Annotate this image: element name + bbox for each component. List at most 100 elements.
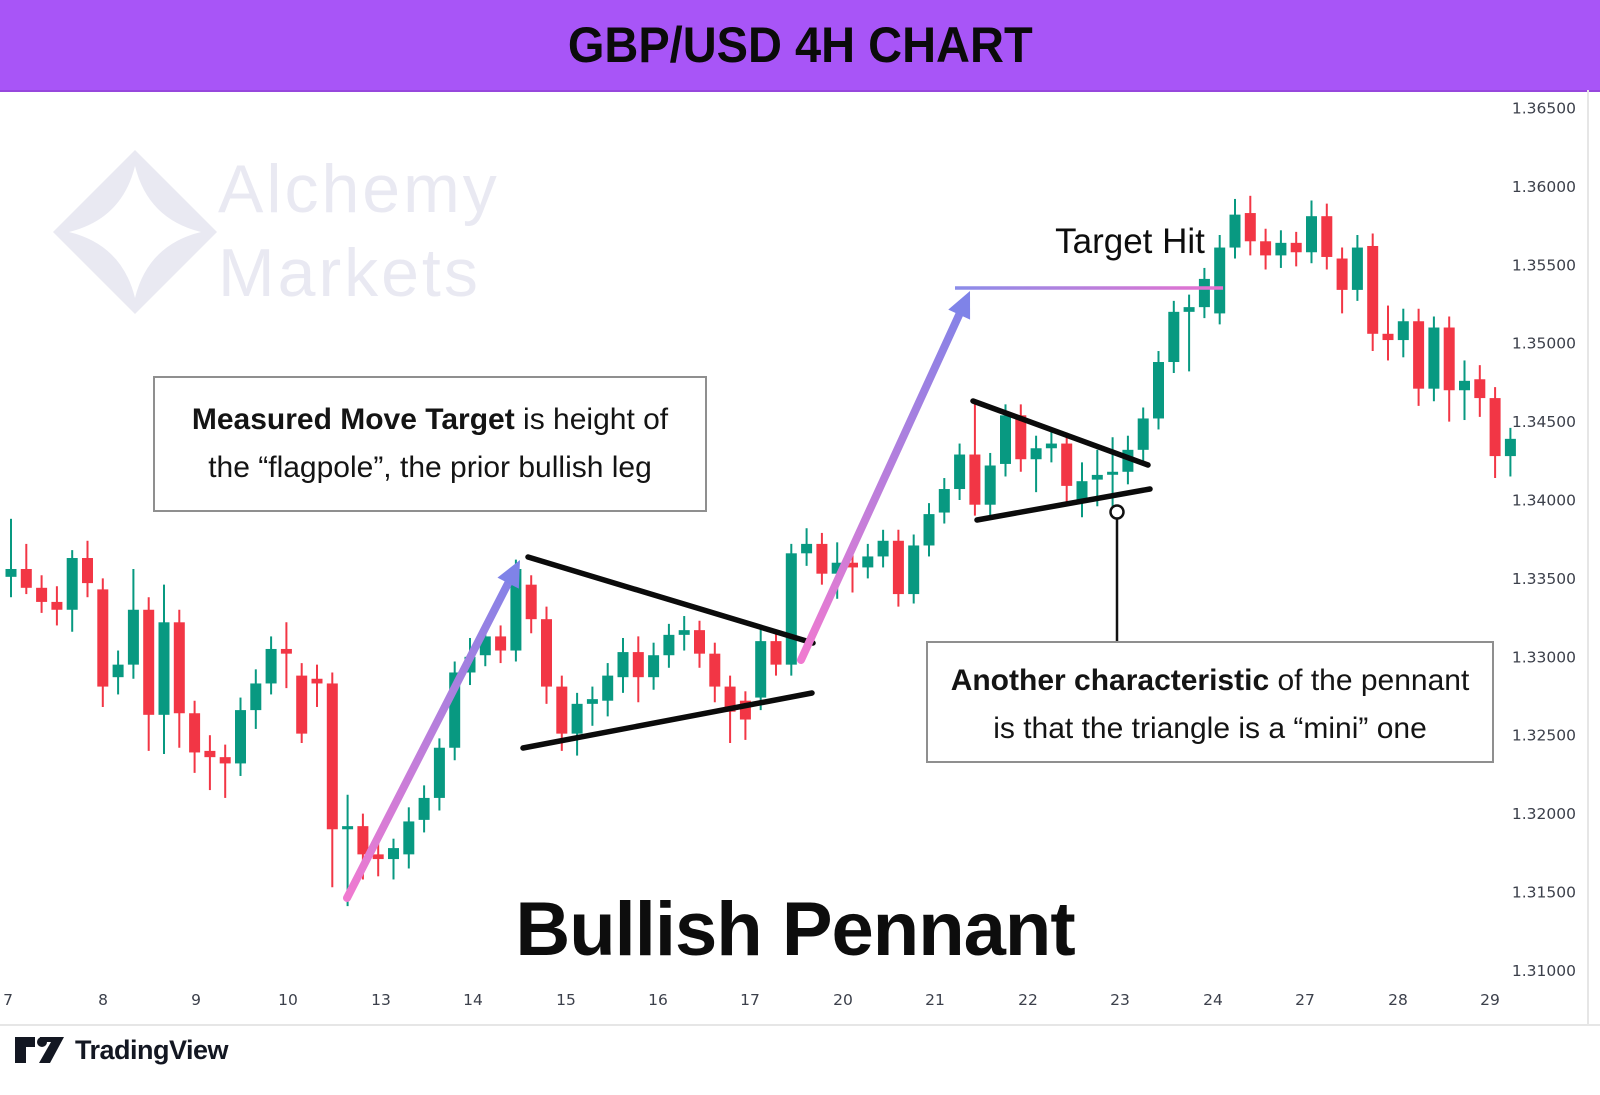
note-line: is that the triangle is a “mini” one xyxy=(993,712,1427,745)
time-axis-label: 8 xyxy=(98,991,108,1009)
candle xyxy=(709,653,721,687)
candle xyxy=(556,686,568,734)
candle xyxy=(280,648,292,654)
time-axis-label: 28 xyxy=(1388,991,1408,1009)
candle xyxy=(1306,216,1317,253)
candle xyxy=(586,699,598,704)
candle xyxy=(1000,415,1011,464)
candle xyxy=(571,703,583,734)
target-hit-label: Target Hit xyxy=(1055,222,1205,261)
pennant2-upper-trendline xyxy=(970,398,1151,468)
time-axis-label: 27 xyxy=(1295,991,1315,1009)
candle xyxy=(1321,216,1333,257)
candle xyxy=(388,848,399,860)
candle xyxy=(5,568,17,577)
note-bold-text: Another characteristic xyxy=(950,664,1270,697)
flagpole2-arrow xyxy=(797,297,970,664)
candle xyxy=(1367,245,1379,334)
arrows-layer xyxy=(343,291,971,902)
candle xyxy=(173,622,185,714)
price-axis-label: 1.32500 xyxy=(1512,727,1576,745)
time-axis-label: 21 xyxy=(925,991,945,1009)
price-axis-label: 1.34000 xyxy=(1512,492,1576,510)
candle xyxy=(938,489,950,513)
candle xyxy=(418,797,430,820)
candle xyxy=(770,641,782,665)
candle xyxy=(51,601,63,610)
pattern-title: Bullish Pennant xyxy=(515,887,1075,972)
candle xyxy=(296,675,308,734)
candle xyxy=(969,454,981,505)
mini-triangle-note: Another characteristic of the pennant is… xyxy=(926,641,1494,763)
chart-title: GBP/USD 4H CHART xyxy=(567,17,1033,73)
price-axis-label: 1.33000 xyxy=(1512,648,1576,666)
price-axis-label: 1.34500 xyxy=(1512,413,1576,431)
watermark: Alchemy Markets xyxy=(53,150,497,314)
candle xyxy=(1489,398,1501,457)
time-axis-label: 23 xyxy=(1110,991,1130,1009)
candle xyxy=(20,568,32,588)
candle xyxy=(449,672,461,748)
candle xyxy=(785,553,797,665)
tradingview-brand: TradingView xyxy=(75,1034,229,1065)
candle xyxy=(1030,448,1042,460)
time-axis: 7 8 9 10 13 14 15 16 17 20 21 22 23 24 27 28 29 xyxy=(3,991,1500,1009)
note-line: the “flagpole”, the prior bullish leg xyxy=(208,451,652,484)
time-axis-label: 17 xyxy=(740,991,760,1009)
candle xyxy=(617,652,629,678)
candle xyxy=(1137,418,1149,450)
candle xyxy=(66,558,78,610)
candle xyxy=(892,540,904,595)
time-axis-label: 16 xyxy=(648,991,668,1009)
candle xyxy=(1091,474,1103,480)
candle xyxy=(219,757,231,764)
note-text: of the pennant xyxy=(1269,664,1470,697)
candle xyxy=(36,587,48,602)
flagpole1-arrow-head xyxy=(497,560,520,589)
candle xyxy=(433,747,445,798)
candle xyxy=(127,609,139,665)
candle xyxy=(847,562,858,568)
candle xyxy=(984,465,996,505)
candle xyxy=(694,630,705,654)
candle xyxy=(648,655,660,678)
header-banner: GBP/USD 4H CHART xyxy=(0,0,1600,92)
note-marker-circle xyxy=(1109,504,1125,520)
candle xyxy=(1474,379,1486,399)
candle xyxy=(1459,380,1470,391)
candle xyxy=(1290,242,1302,253)
candle xyxy=(1504,438,1516,457)
price-axis-label: 1.31000 xyxy=(1512,962,1576,980)
candle xyxy=(739,700,751,720)
time-axis-label: 29 xyxy=(1480,991,1500,1009)
note-text: is height of xyxy=(514,403,669,436)
time-axis-label: 13 xyxy=(371,991,391,1009)
candle xyxy=(923,514,935,546)
time-axis-label: 20 xyxy=(833,991,853,1009)
flagpole1-arrow xyxy=(343,566,519,902)
candle xyxy=(862,556,874,568)
candle xyxy=(1229,214,1241,248)
time-axis-label: 24 xyxy=(1203,991,1223,1009)
price-axis-label: 1.35000 xyxy=(1512,335,1576,353)
candle xyxy=(1275,242,1287,256)
candle xyxy=(143,609,155,715)
candle xyxy=(1122,449,1134,472)
candle xyxy=(678,630,690,635)
candle xyxy=(525,584,537,620)
trendlines-layer xyxy=(520,398,1153,751)
candle xyxy=(1260,241,1272,256)
candle xyxy=(816,543,828,574)
candle xyxy=(158,622,170,715)
pennant1-upper-trendline xyxy=(525,554,816,646)
candle xyxy=(1198,278,1210,308)
candle xyxy=(112,664,124,678)
candle xyxy=(326,683,338,830)
candle xyxy=(1351,247,1363,290)
alchemy-diamond-icon xyxy=(53,150,217,314)
candle xyxy=(250,683,262,711)
note-bold-text: Measured Move Target xyxy=(191,403,515,436)
candle xyxy=(235,710,246,764)
